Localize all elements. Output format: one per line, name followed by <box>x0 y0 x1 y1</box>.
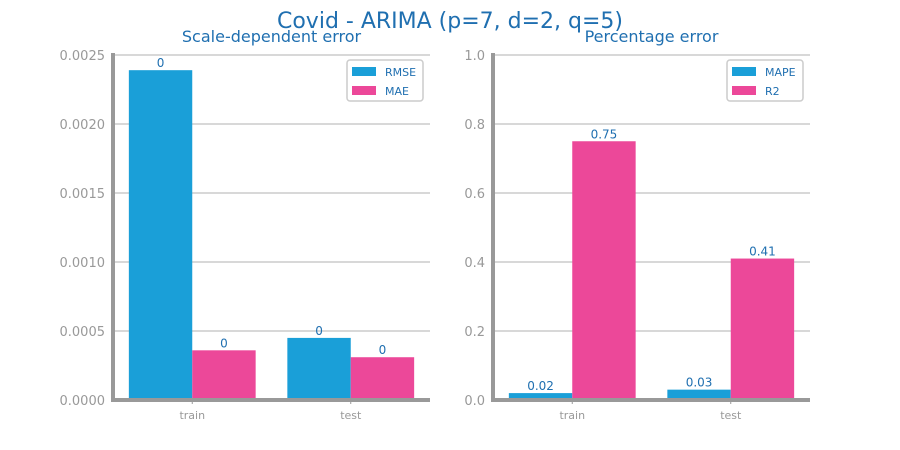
y-tick-label: 0.0005 <box>60 325 106 340</box>
bar-value-label: 0 <box>315 324 323 338</box>
bar-value-label: 0 <box>379 343 387 357</box>
x-tick-label: test <box>340 409 362 422</box>
chart-title: Scale-dependent error <box>182 27 362 46</box>
y-tick-label: 0.2 <box>464 325 485 340</box>
y-tick-label: 0.0020 <box>60 118 106 133</box>
bar-r2-test <box>730 258 795 400</box>
bar-value-label: 0.75 <box>591 127 618 141</box>
bar-mae-train <box>192 350 256 400</box>
bar-mape-train <box>508 393 573 400</box>
y-tick-label: 0.0010 <box>60 256 106 271</box>
legend-label: R2 <box>765 85 780 98</box>
bar-value-label: 0 <box>220 336 228 350</box>
y-tick-label: 0.0025 <box>60 49 106 64</box>
bar-value-label: 0.03 <box>686 376 713 390</box>
y-tick-label: 0.0000 <box>60 394 106 409</box>
legend-label: MAPE <box>765 66 796 79</box>
x-tick-label: train <box>179 409 205 422</box>
y-tick-label: 0.4 <box>464 256 485 271</box>
legend-swatch-rmse <box>352 67 376 76</box>
y-tick-label: 0.6 <box>464 187 485 202</box>
y-tick-label: 0.0015 <box>60 187 106 202</box>
legend-label: RMSE <box>385 66 416 79</box>
legend-swatch-r2 <box>732 86 756 95</box>
bar-r2-train <box>572 141 636 400</box>
bar-value-label: 0 <box>157 56 165 70</box>
legend-label: MAE <box>385 85 409 98</box>
bar-rmse-test <box>287 337 351 400</box>
bar-value-label: 0.02 <box>527 379 554 393</box>
chart-percentage-error: Percentage error 0.0 0.2 0.4 0.6 0.8 1.0 0.02 0.… <box>464 27 810 422</box>
y-tick-label: 0.0 <box>464 394 485 409</box>
legend-swatch-mape <box>732 67 756 76</box>
bar-mape-test <box>667 389 731 400</box>
x-tick-label: test <box>720 409 742 422</box>
x-tick-label: train <box>559 409 585 422</box>
legend-swatch-mae <box>352 86 376 95</box>
bar-value-label: 0.41 <box>749 245 776 259</box>
y-tick-label: 1.0 <box>464 49 485 64</box>
y-tick-label: 0.8 <box>464 118 485 133</box>
bar-rmse-train <box>128 70 193 401</box>
legend: MAPE R2 <box>726 59 804 102</box>
bar-mae-test <box>350 357 415 400</box>
chart-scale-dependent-error: Scale-dependent error 0.0000 0.0005 0.0010 0… <box>60 27 430 422</box>
chart-title: Percentage error <box>585 27 719 46</box>
legend: RMSE MAE <box>346 59 424 102</box>
figure-title: Covid - ARIMA (p=7, d=2, q=5) <box>277 9 623 34</box>
